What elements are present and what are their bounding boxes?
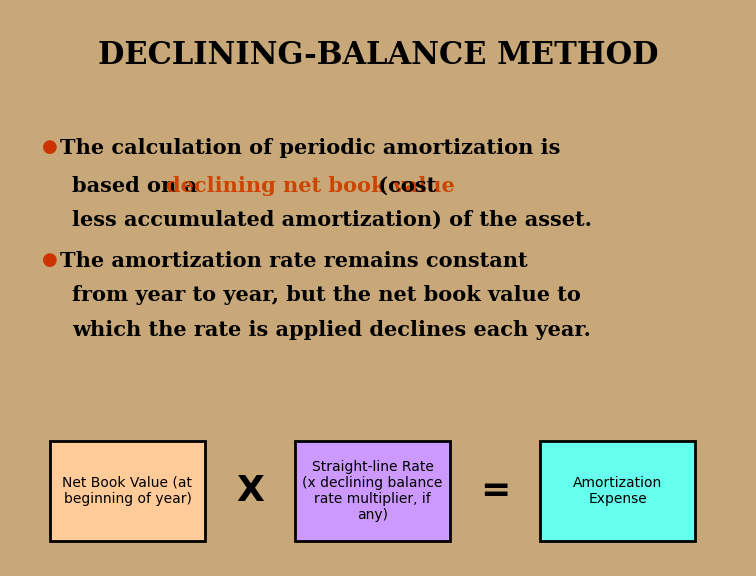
Text: DECLINING-BALANCE METHOD: DECLINING-BALANCE METHOD <box>98 40 658 71</box>
Text: declining net book value: declining net book value <box>166 176 454 196</box>
FancyBboxPatch shape <box>50 441 205 541</box>
FancyBboxPatch shape <box>295 441 450 541</box>
Text: Amortization
Expense: Amortization Expense <box>573 476 662 506</box>
Text: which the rate is applied declines each year.: which the rate is applied declines each … <box>72 320 590 340</box>
Text: ●: ● <box>42 251 57 268</box>
Text: (cost: (cost <box>370 176 436 196</box>
Text: X: X <box>236 474 264 508</box>
Text: The amortization rate remains constant: The amortization rate remains constant <box>60 251 528 271</box>
Text: Straight-line Rate
(x declining balance
rate multiplier, if
any): Straight-line Rate (x declining balance … <box>302 460 443 522</box>
Text: based on a: based on a <box>72 176 204 196</box>
Text: ●: ● <box>42 138 57 156</box>
Text: =: = <box>480 474 510 508</box>
Text: less accumulated amortization) of the asset.: less accumulated amortization) of the as… <box>72 210 592 230</box>
FancyBboxPatch shape <box>540 441 695 541</box>
Text: from year to year, but the net book value to: from year to year, but the net book valu… <box>72 285 581 305</box>
Text: Net Book Value (at
beginning of year): Net Book Value (at beginning of year) <box>63 476 193 506</box>
Text: The calculation of periodic amortization is: The calculation of periodic amortization… <box>60 138 561 158</box>
